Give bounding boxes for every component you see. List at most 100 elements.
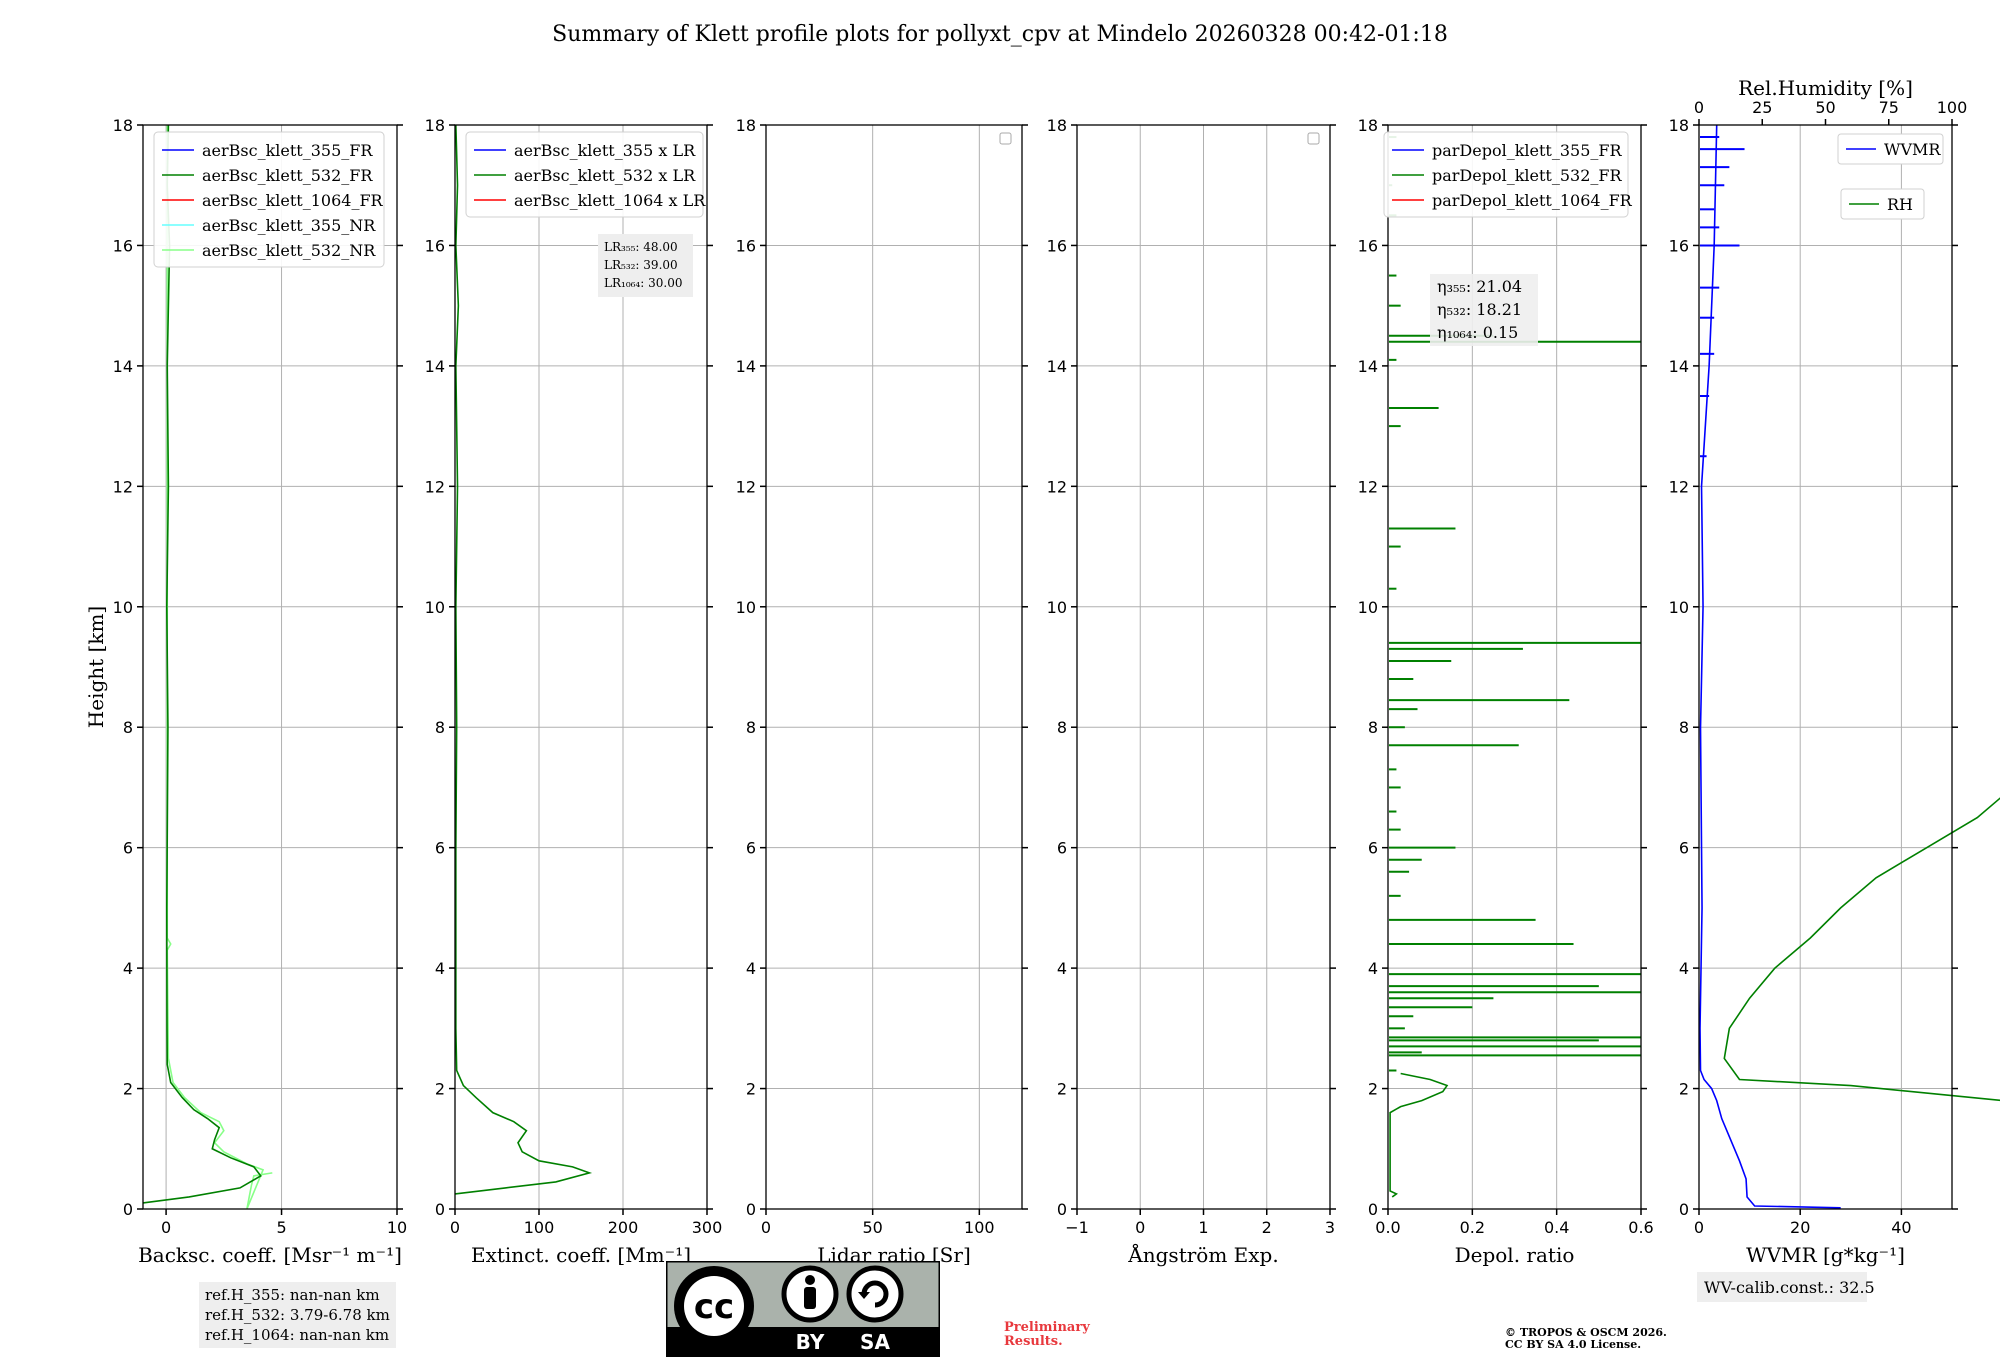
ytick-label: 18: [425, 116, 445, 135]
refh-355: ref.H_355: nan-nan km: [205, 1286, 380, 1304]
xtick-label: 20: [1790, 1218, 1810, 1237]
legend-entry: parDepol_klett_532_FR: [1432, 166, 1623, 185]
legend-box: [465, 131, 704, 218]
ytick-label: 14: [425, 357, 445, 376]
legend-box: [1840, 188, 1925, 220]
xaxis-label: Depol. ratio: [1455, 1243, 1575, 1267]
xtick-label: 0.0: [1375, 1218, 1400, 1237]
empty-legend-marker: [999, 132, 1012, 145]
xtick-label: 0: [1135, 1218, 1145, 1237]
copyright-line1: © TROPOS & OSCM 2026.: [1505, 1326, 1667, 1339]
legend-entry: WVMR: [1884, 140, 1941, 159]
xtick-label: 0: [161, 1218, 171, 1237]
annotation-box: [1430, 274, 1538, 346]
lidar-ratio-value: LR₃₅₅: 48.00: [604, 240, 678, 254]
ytick-label: 14: [1047, 357, 1067, 376]
ytick-label: 18: [1358, 116, 1378, 135]
ytick-label: 12: [1669, 477, 1689, 496]
top-xtick-label: 75: [1879, 98, 1899, 117]
eta-value: η₃₅₅: 21.04: [1437, 277, 1522, 296]
ytick-label: 10: [425, 598, 445, 617]
ytick-label: 2: [435, 1080, 445, 1099]
ytick-label: 6: [1057, 839, 1067, 858]
ytick-label: 0: [1368, 1200, 1378, 1219]
ytick-label: 2: [1368, 1080, 1378, 1099]
ytick-label: 2: [1679, 1080, 1689, 1099]
wv-calib-constant: WV-calib.const.: 32.5: [1704, 1278, 1875, 1297]
series-line-aerBsc_klett_532 x LR: [454, 124, 593, 1195]
ytick-label: 10: [113, 598, 133, 617]
reference-height-box: ref.H_355: nan-nan km ref.H_532: 3.79-6.…: [199, 1282, 396, 1348]
preliminary-notice: Preliminary Results.: [1004, 1321, 1090, 1349]
legend-entry: parDepol_klett_1064_FR: [1432, 191, 1633, 210]
ytick-label: 0: [1057, 1200, 1067, 1219]
ytick-label: 8: [1368, 718, 1378, 737]
xtick-label: 0: [450, 1218, 460, 1237]
cc-by-label: BY: [796, 1330, 825, 1354]
xtick-label: 0: [761, 1218, 771, 1237]
series-line-parDepol_klett_532_FR: [1389, 1072, 1449, 1198]
refh-1064: ref.H_1064: nan-nan km: [205, 1326, 390, 1344]
legend-entry: aerBsc_klett_1064 x LR: [514, 191, 706, 210]
series-line-RH: [1723, 797, 2000, 1102]
xtick-label: 40: [1891, 1218, 1911, 1237]
annotation-box: [598, 234, 693, 297]
xtick-label: 0.4: [1544, 1218, 1569, 1237]
ytick-label: 10: [1358, 598, 1378, 617]
ytick-label: 0: [746, 1200, 756, 1219]
ytick-label: 16: [1669, 236, 1689, 255]
ytick-label: 4: [123, 959, 133, 978]
ytick-label: 6: [1679, 839, 1689, 858]
xtick-label: −1: [1065, 1218, 1089, 1237]
series-line-WVMR: [1699, 124, 1841, 1209]
eta-value: η₁₀₆₄: 0.15: [1437, 323, 1518, 342]
ytick-label: 14: [1669, 357, 1689, 376]
legend-entry: aerBsc_klett_355 x LR: [514, 141, 696, 160]
yaxis-label: Height [km]: [84, 606, 108, 728]
xaxis-label: Ångström Exp.: [1127, 1242, 1278, 1267]
legend-box: [1837, 133, 1944, 165]
ytick-label: 10: [1669, 598, 1689, 617]
ytick-label: 14: [1358, 357, 1378, 376]
panel-depol: 0 2 4 6 8 10 12 14 16 18 0.0 0.2 0.4 0.6 Depol. ratio p…: [1358, 116, 1654, 1267]
cc-logo-text: cc: [694, 1287, 734, 1327]
xaxis-label: Extinct. coeff. [Mm⁻¹]: [471, 1243, 691, 1267]
legend-entry: aerBsc_klett_355_FR: [202, 141, 373, 160]
ytick-label: 18: [736, 116, 756, 135]
copyright-line2: CC BY SA 4.0 License.: [1505, 1338, 1642, 1351]
xtick-label: 100: [524, 1218, 555, 1237]
ytick-label: 14: [736, 357, 756, 376]
ytick-label: 12: [425, 477, 445, 496]
ytick-label: 8: [123, 718, 133, 737]
legend-box: [153, 131, 385, 268]
lidar-ratio-value: LR₅₃₂: 39.00: [604, 258, 678, 272]
legend-entry: aerBsc_klett_532_FR: [202, 166, 373, 185]
ytick-label: 2: [1057, 1080, 1067, 1099]
empty-legend-marker: [1307, 132, 1320, 145]
legend-entry: aerBsc_klett_1064_FR: [202, 191, 384, 210]
axes-frame: [454, 124, 708, 1210]
series-line-aerBsc_klett_532_FR: [142, 124, 262, 1204]
ytick-label: 0: [1679, 1200, 1689, 1219]
top-xtick-label: 100: [1937, 98, 1968, 117]
ytick-label: 4: [1368, 959, 1378, 978]
axes-frame: [765, 124, 1023, 1210]
ytick-label: 8: [1057, 718, 1067, 737]
panel-bsc: 0 2 4 6 8 10 12 14 16 18 0 5 10 Backsc. coeff. [Msr⁻¹…: [113, 116, 408, 1267]
lidar-ratio-value: LR₁₀₆₄: 30.00: [604, 276, 682, 290]
ytick-label: 8: [1679, 718, 1689, 737]
ytick-label: 6: [123, 839, 133, 858]
refh-532: ref.H_532: 3.79-6.78 km: [205, 1306, 390, 1324]
ytick-label: 16: [736, 236, 756, 255]
ytick-label: 6: [746, 839, 756, 858]
panel-wvmr: 0 2 4 6 8 10 12 14 16 18 0 20 40 WVMR [g*kg⁻¹] 0 25 50 75…: [1669, 76, 2000, 1302]
axes-frame: [142, 124, 398, 1210]
axes-frame: [1387, 124, 1642, 1210]
ytick-label: 14: [113, 357, 133, 376]
copyright-notice: © TROPOS & OSCM 2026. CC BY SA 4.0 Licen…: [1505, 1327, 1667, 1351]
ytick-label: 8: [435, 718, 445, 737]
ytick-label: 16: [425, 236, 445, 255]
ytick-label: 0: [123, 1200, 133, 1219]
